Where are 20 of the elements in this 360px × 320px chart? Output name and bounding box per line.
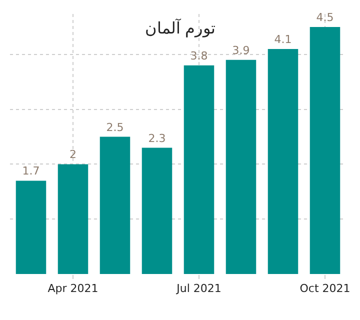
data-label: 3.8 (190, 49, 208, 62)
x-tick-label: Oct 2021 (300, 282, 350, 296)
data-label: 4.1 (274, 32, 292, 46)
data-label: 2 (70, 148, 76, 162)
data-label: 2.3 (148, 132, 166, 145)
data-label: 1.7 (22, 164, 40, 178)
chart-title: تورم آلمان (144, 18, 216, 38)
x-tick-label: Apr 2021 (48, 282, 98, 296)
bar (100, 136, 130, 274)
bar (142, 148, 172, 274)
bar (226, 60, 256, 274)
bar (16, 180, 46, 274)
bar (58, 164, 88, 274)
data-label: 2.5 (106, 120, 124, 134)
bar (184, 65, 214, 274)
data-label: 4.5 (316, 11, 334, 24)
x-tick-label: Jul 2021 (176, 282, 222, 296)
bar (268, 48, 298, 274)
bar (310, 27, 340, 274)
data-label: 3.9 (232, 44, 250, 57)
